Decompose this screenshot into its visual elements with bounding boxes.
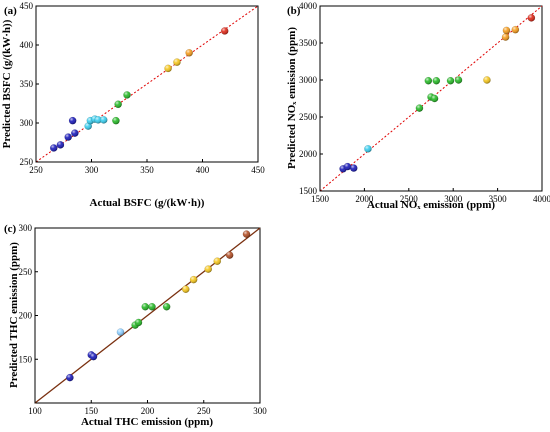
panel-b-data-point-shading bbox=[343, 162, 352, 171]
panel-c-data-point-shading bbox=[213, 257, 221, 265]
panel-b-data-point-shading bbox=[350, 164, 358, 172]
panel-c-x-tick-label: 150 bbox=[85, 406, 99, 416]
panel-a-y-tick-label: 400 bbox=[20, 40, 34, 50]
panel-a-data-point-shading bbox=[185, 49, 193, 57]
panel-c-y-tick-label: 200 bbox=[19, 311, 33, 321]
panel-c-y-axis-title: Predicted THC emission (ppm) bbox=[8, 242, 20, 388]
panel-c-x-tick-label: 300 bbox=[253, 406, 267, 416]
panel-a-data-point-shading bbox=[64, 133, 72, 141]
panel-a-y-tick-label: 250 bbox=[20, 157, 34, 167]
panel-a-data-point-shading bbox=[123, 91, 131, 99]
panel-b-x-tick-label: 4000 bbox=[533, 194, 550, 204]
panel-a-data-point-shading bbox=[71, 129, 79, 137]
panel-b-x-tick-label: 3500 bbox=[489, 194, 508, 204]
panel-c-data-point-shading bbox=[66, 374, 74, 382]
panel-a-y-tick-label: 300 bbox=[20, 118, 34, 128]
panel-a-x-tick-label: 300 bbox=[85, 165, 99, 175]
panel-a-data-point-shading bbox=[84, 122, 92, 130]
panel-a-data-point-shading bbox=[221, 27, 229, 35]
panel-c-data-point-shading bbox=[134, 318, 143, 327]
panel-a-label: (a) bbox=[4, 5, 17, 17]
panel-c-data-point-shading bbox=[141, 303, 149, 311]
panel-b-y-axis-title: Predicted NOₓ emission (ppm) bbox=[286, 27, 298, 169]
panel-c-x-tick-label: 100 bbox=[28, 406, 42, 416]
panel-c-data-point-shading bbox=[163, 303, 171, 311]
panel-c-label: (c) bbox=[4, 223, 17, 235]
panel-c-data-point-shading bbox=[226, 251, 234, 259]
panel-a-data-point-shading bbox=[94, 116, 102, 124]
panel-a-y-axis-title: Predicted BSFC (g/(kW·h)) bbox=[1, 19, 13, 148]
panel-b-data-point-shading bbox=[501, 33, 510, 41]
panel-a-y-tick-label: 350 bbox=[20, 79, 34, 89]
panel-a-x-axis-title: Actual BSFC (g/(kW·h)) bbox=[90, 197, 205, 209]
panel-b-plot-frame bbox=[319, 5, 543, 192]
panel-a-data-point-shading bbox=[56, 141, 65, 149]
panel-b-data-point-shading bbox=[446, 77, 455, 85]
panel-a-data-point-shading bbox=[173, 58, 181, 66]
panel-b-data-point-shading bbox=[364, 145, 372, 153]
panel-b-data-point-shading bbox=[511, 26, 519, 34]
panel-b-x-tick-label: 3000 bbox=[444, 194, 463, 204]
panel-a: (a) 250 300 350 400 450 250 300 350 400 450 Actua… bbox=[1, 1, 265, 209]
panel-b-data-point-shading bbox=[454, 76, 463, 84]
panel-c-x-tick-label: 200 bbox=[141, 406, 155, 416]
panel-b-y-tick-label: 3000 bbox=[299, 75, 318, 85]
panel-a-data-point-shading bbox=[69, 117, 77, 125]
panel-b-data-point-shading bbox=[483, 76, 491, 84]
panel-c-data-point-shading bbox=[204, 265, 212, 273]
panel-c-reference-line bbox=[34, 227, 261, 404]
panel-a-x-tick-label: 250 bbox=[29, 165, 43, 175]
panel-b-y-tick-label: 2000 bbox=[299, 149, 318, 159]
panel-b-data-point-shading bbox=[415, 104, 424, 112]
panel-a-data-point-shading bbox=[164, 64, 172, 72]
panel-c-data-point-shading bbox=[148, 303, 156, 311]
panel-c-y-tick-label: 150 bbox=[19, 354, 33, 364]
panel-a-x-tick-label: 400 bbox=[196, 165, 210, 175]
panel-c: (c) 100 150 200 250 300 150 200 250 300 Actual T… bbox=[4, 223, 267, 428]
panel-b-data-point-shading bbox=[424, 77, 432, 85]
panel-b-y-tick-label: 1500 bbox=[299, 186, 318, 196]
panel-c-data-point-shading bbox=[182, 285, 190, 293]
panel-c-data-point-shading bbox=[190, 276, 198, 284]
panel-b-x-axis-title: Actual NOₓ emission (ppm) bbox=[367, 199, 495, 211]
panel-b-x-tick-label: 1500 bbox=[311, 194, 330, 204]
panel-a-data-point-shading bbox=[112, 117, 120, 125]
panel-a-x-tick-label: 450 bbox=[251, 165, 265, 175]
panel-b-data-point-shading bbox=[432, 77, 440, 85]
panel-a-x-tick-label: 350 bbox=[140, 165, 154, 175]
panel-c-x-tick-label: 250 bbox=[197, 406, 211, 416]
panel-b-y-tick-label: 2500 bbox=[299, 112, 318, 122]
panel-b-data-point-shading bbox=[527, 14, 535, 22]
panel-a-data-point-shading bbox=[100, 116, 108, 124]
panel-a-y-tick-label: 450 bbox=[20, 1, 34, 11]
panel-c-data-point-shading bbox=[89, 353, 98, 361]
panel-b-label: (b) bbox=[287, 5, 301, 17]
panel-b-y-tick-label: 3500 bbox=[299, 38, 318, 48]
panel-b-data-point-shading bbox=[430, 94, 439, 103]
panel-c-y-tick-label: 250 bbox=[19, 267, 33, 277]
panel-b-y-tick-label: 4000 bbox=[299, 1, 318, 11]
panel-b-x-tick-label: 2000 bbox=[355, 194, 374, 204]
panel-b: (b) 1500 2000 2500 3000 3500 4000 1500 2000 2500… bbox=[286, 1, 550, 211]
panel-c-y-tick-label: 300 bbox=[19, 223, 33, 233]
panel-b-data-point-shading bbox=[502, 26, 511, 35]
panel-a-data-point-shading bbox=[50, 144, 58, 152]
panel-b-x-tick-label: 2500 bbox=[400, 194, 419, 204]
panel-c-data-point-shading bbox=[242, 230, 251, 238]
panel-c-x-axis-title: Actual THC emission (ppm) bbox=[81, 416, 213, 428]
panel-c-data-point-shading bbox=[116, 328, 125, 336]
panel-a-data-point-shading bbox=[114, 100, 122, 108]
